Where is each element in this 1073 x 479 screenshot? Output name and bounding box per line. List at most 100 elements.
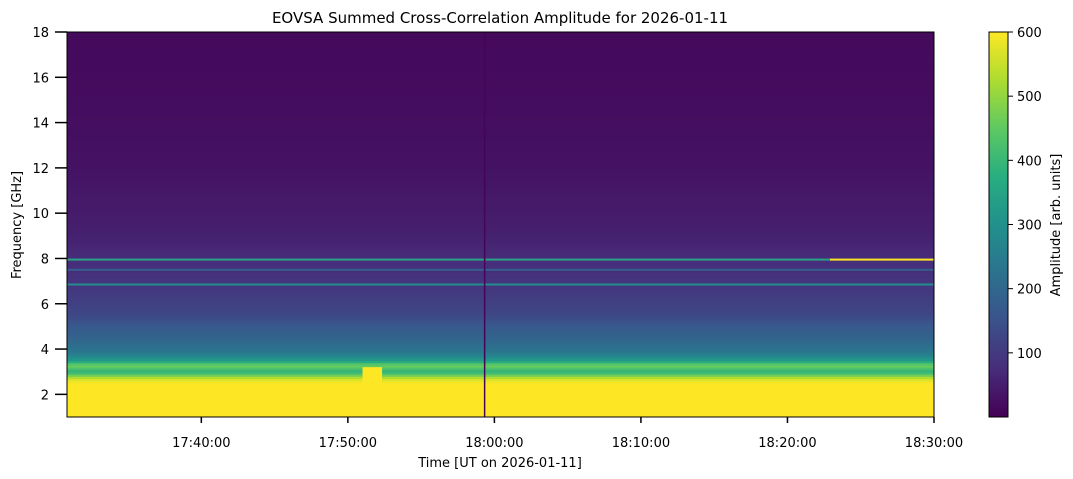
heatmap-row	[67, 299, 934, 303]
heatmap-row	[67, 226, 934, 230]
heatmap-row	[67, 378, 934, 382]
heatmap-row	[67, 219, 934, 223]
heatmap-row	[67, 396, 934, 400]
emission-line	[67, 258, 830, 261]
heatmap-row	[67, 364, 934, 368]
x-axis-label: Time [UT on 2026-01-11]	[417, 456, 582, 471]
heatmap-row	[67, 197, 934, 201]
heatmap-row	[67, 335, 934, 339]
heatmap-row	[67, 373, 934, 377]
heatmap-row	[67, 190, 934, 194]
burst-region	[362, 367, 383, 417]
heatmap-row	[67, 315, 934, 318]
heatmap-row	[67, 414, 934, 417]
heatmap-row	[67, 192, 934, 196]
x-tick-label: 18:20:00	[758, 436, 816, 451]
emission-line	[67, 283, 934, 286]
heatmap-row	[67, 163, 934, 167]
y-tick-label: 14	[32, 117, 49, 132]
heatmap-row	[67, 113, 934, 117]
spectrogram-features	[67, 32, 934, 417]
heatmap-row	[67, 371, 934, 375]
heatmap-row	[67, 111, 934, 115]
heatmap-row	[67, 147, 934, 151]
heatmap-row	[67, 208, 934, 212]
heatmap-row	[67, 156, 934, 160]
heatmap-row	[67, 407, 934, 411]
y-axis-label: Frequency [GHz]	[10, 171, 25, 279]
heatmap-row	[67, 260, 934, 264]
heatmap-row	[67, 229, 934, 232]
heatmap-row	[67, 303, 934, 307]
heatmap-row	[67, 215, 934, 219]
colorbar-tick-label: 300	[1017, 219, 1042, 234]
heatmap-row	[67, 201, 934, 205]
x-tick-label: 18:00:00	[465, 436, 523, 451]
heatmap-row	[67, 321, 934, 325]
heatmap-row	[67, 50, 934, 53]
heatmap-row	[67, 204, 934, 207]
heatmap-row	[67, 167, 934, 171]
heatmap-row	[67, 213, 934, 217]
heatmap-row	[67, 253, 934, 257]
colorbar-tick-label: 100	[1017, 347, 1042, 362]
heatmap-row	[67, 224, 934, 228]
heatmap-row	[67, 251, 934, 255]
heatmap-row	[67, 376, 934, 380]
heatmap-row	[67, 34, 934, 38]
heatmap-row	[67, 183, 934, 187]
heatmap-row	[67, 118, 934, 121]
heatmap-row	[67, 152, 934, 155]
heatmap-row	[67, 122, 934, 126]
heatmap-row	[67, 154, 934, 158]
emission-line-bright	[829, 258, 934, 261]
heatmap-row	[67, 179, 934, 183]
heatmap-row	[67, 131, 934, 135]
heatmap-row	[67, 195, 934, 198]
heatmap-row	[67, 231, 934, 235]
heatmap-row	[67, 106, 934, 110]
heatmap-row	[67, 249, 934, 253]
heatmap-row	[67, 355, 934, 359]
spectrogram-plot-area	[67, 32, 934, 417]
heatmap-row	[67, 310, 934, 314]
heatmap-row	[67, 272, 934, 275]
heatmap-row	[67, 43, 934, 47]
y-tick-label: 2	[41, 388, 49, 403]
heatmap-row	[67, 181, 934, 185]
heatmap-row	[67, 269, 934, 273]
heatmap-row	[67, 360, 934, 364]
chart-title: EOVSA Summed Cross-Correlation Amplitude…	[272, 9, 728, 27]
heatmap-row	[67, 104, 934, 108]
x-axis: 17:40:00 17:50:00 18:00:00 18:10:00 18:20:00…	[172, 417, 963, 451]
heatmap-row	[67, 265, 934, 269]
heatmap-row	[67, 210, 934, 214]
heatmap-row	[67, 140, 934, 144]
heatmap-row	[67, 333, 934, 337]
heatmap-row	[67, 47, 934, 51]
heatmap-row	[67, 222, 934, 226]
heatmap-row	[67, 93, 934, 97]
heatmap-row	[67, 170, 934, 174]
heatmap-row	[67, 337, 934, 341]
data-gap	[483, 32, 486, 417]
x-tick-label: 18:10:00	[612, 436, 670, 451]
heatmap-row	[67, 188, 934, 192]
heatmap-row	[67, 394, 934, 398]
heatmap-row	[67, 161, 934, 164]
heatmap-row	[67, 233, 934, 237]
heatmap-row	[67, 274, 934, 278]
heatmap-row	[67, 276, 934, 280]
heatmap-row	[67, 387, 934, 391]
heatmap-row	[67, 88, 934, 92]
heatmap-row	[67, 358, 934, 361]
heatmap-row	[67, 296, 934, 300]
heatmap-row	[67, 217, 934, 221]
colorbar-label: Amplitude [arb. units]	[1049, 154, 1064, 297]
heatmap-row	[67, 328, 934, 332]
heatmap-row	[67, 383, 934, 386]
heatmap-row	[67, 385, 934, 389]
heatmap-row	[67, 99, 934, 103]
heatmap-row	[67, 63, 934, 67]
